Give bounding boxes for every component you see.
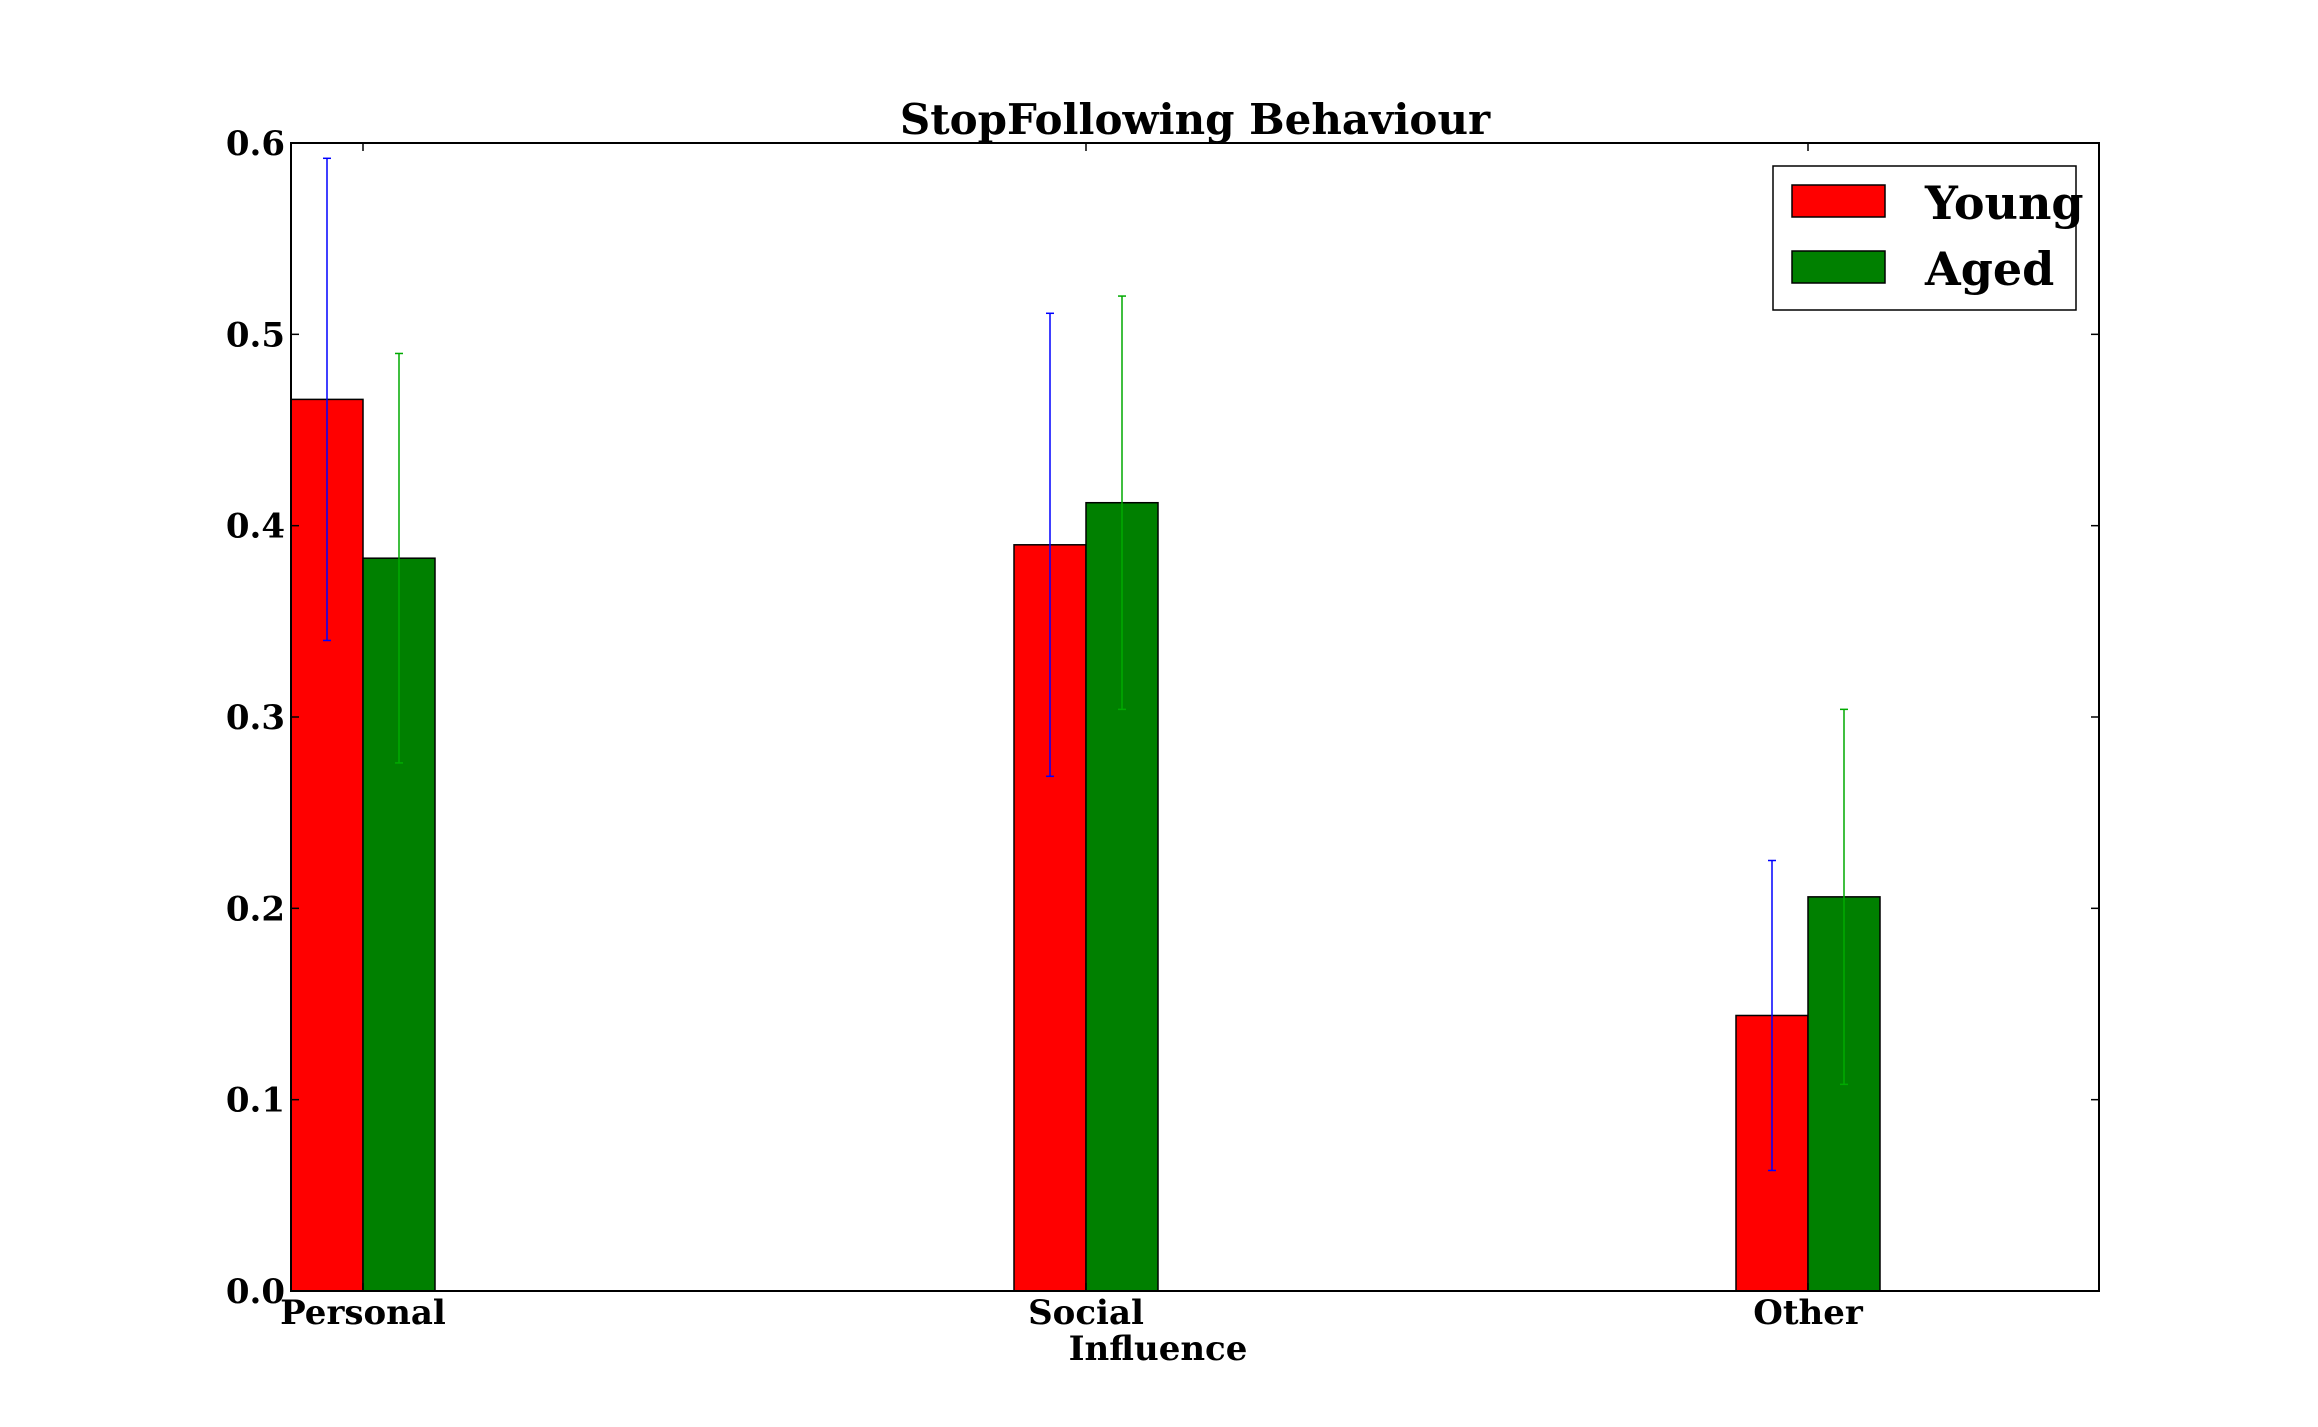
y-tick-label-3: 0.3 bbox=[226, 698, 285, 738]
y-tick-label-1: 0.1 bbox=[226, 1081, 285, 1121]
x-tick-label-1-0: Social bbox=[1028, 1293, 1144, 1333]
plot-frame bbox=[290, 142, 2100, 1292]
y-tick-label-6: 0.6 bbox=[226, 124, 285, 164]
legend-swatch-young bbox=[1791, 184, 1886, 218]
y-tick-label-5: 0.5 bbox=[226, 315, 285, 355]
x-tick-label-1-1: Influence bbox=[1069, 1329, 1248, 1369]
x-tick-label-2-0: Other bbox=[1753, 1293, 1864, 1333]
legend-label-aged: Aged bbox=[1924, 242, 2054, 296]
y-tick-label-4: 0.4 bbox=[226, 507, 285, 547]
legend-swatch-aged bbox=[1791, 250, 1886, 284]
y-tick-label-0: 0.0 bbox=[226, 1272, 285, 1312]
y-tick-label-2: 0.2 bbox=[226, 889, 285, 929]
x-tick-label-0-0: Personal bbox=[280, 1293, 446, 1333]
legend: Young Aged bbox=[1772, 165, 2084, 311]
legend-label-young: Young bbox=[1924, 176, 2084, 230]
chart-title: StopFollowing Behaviour bbox=[900, 95, 1491, 144]
